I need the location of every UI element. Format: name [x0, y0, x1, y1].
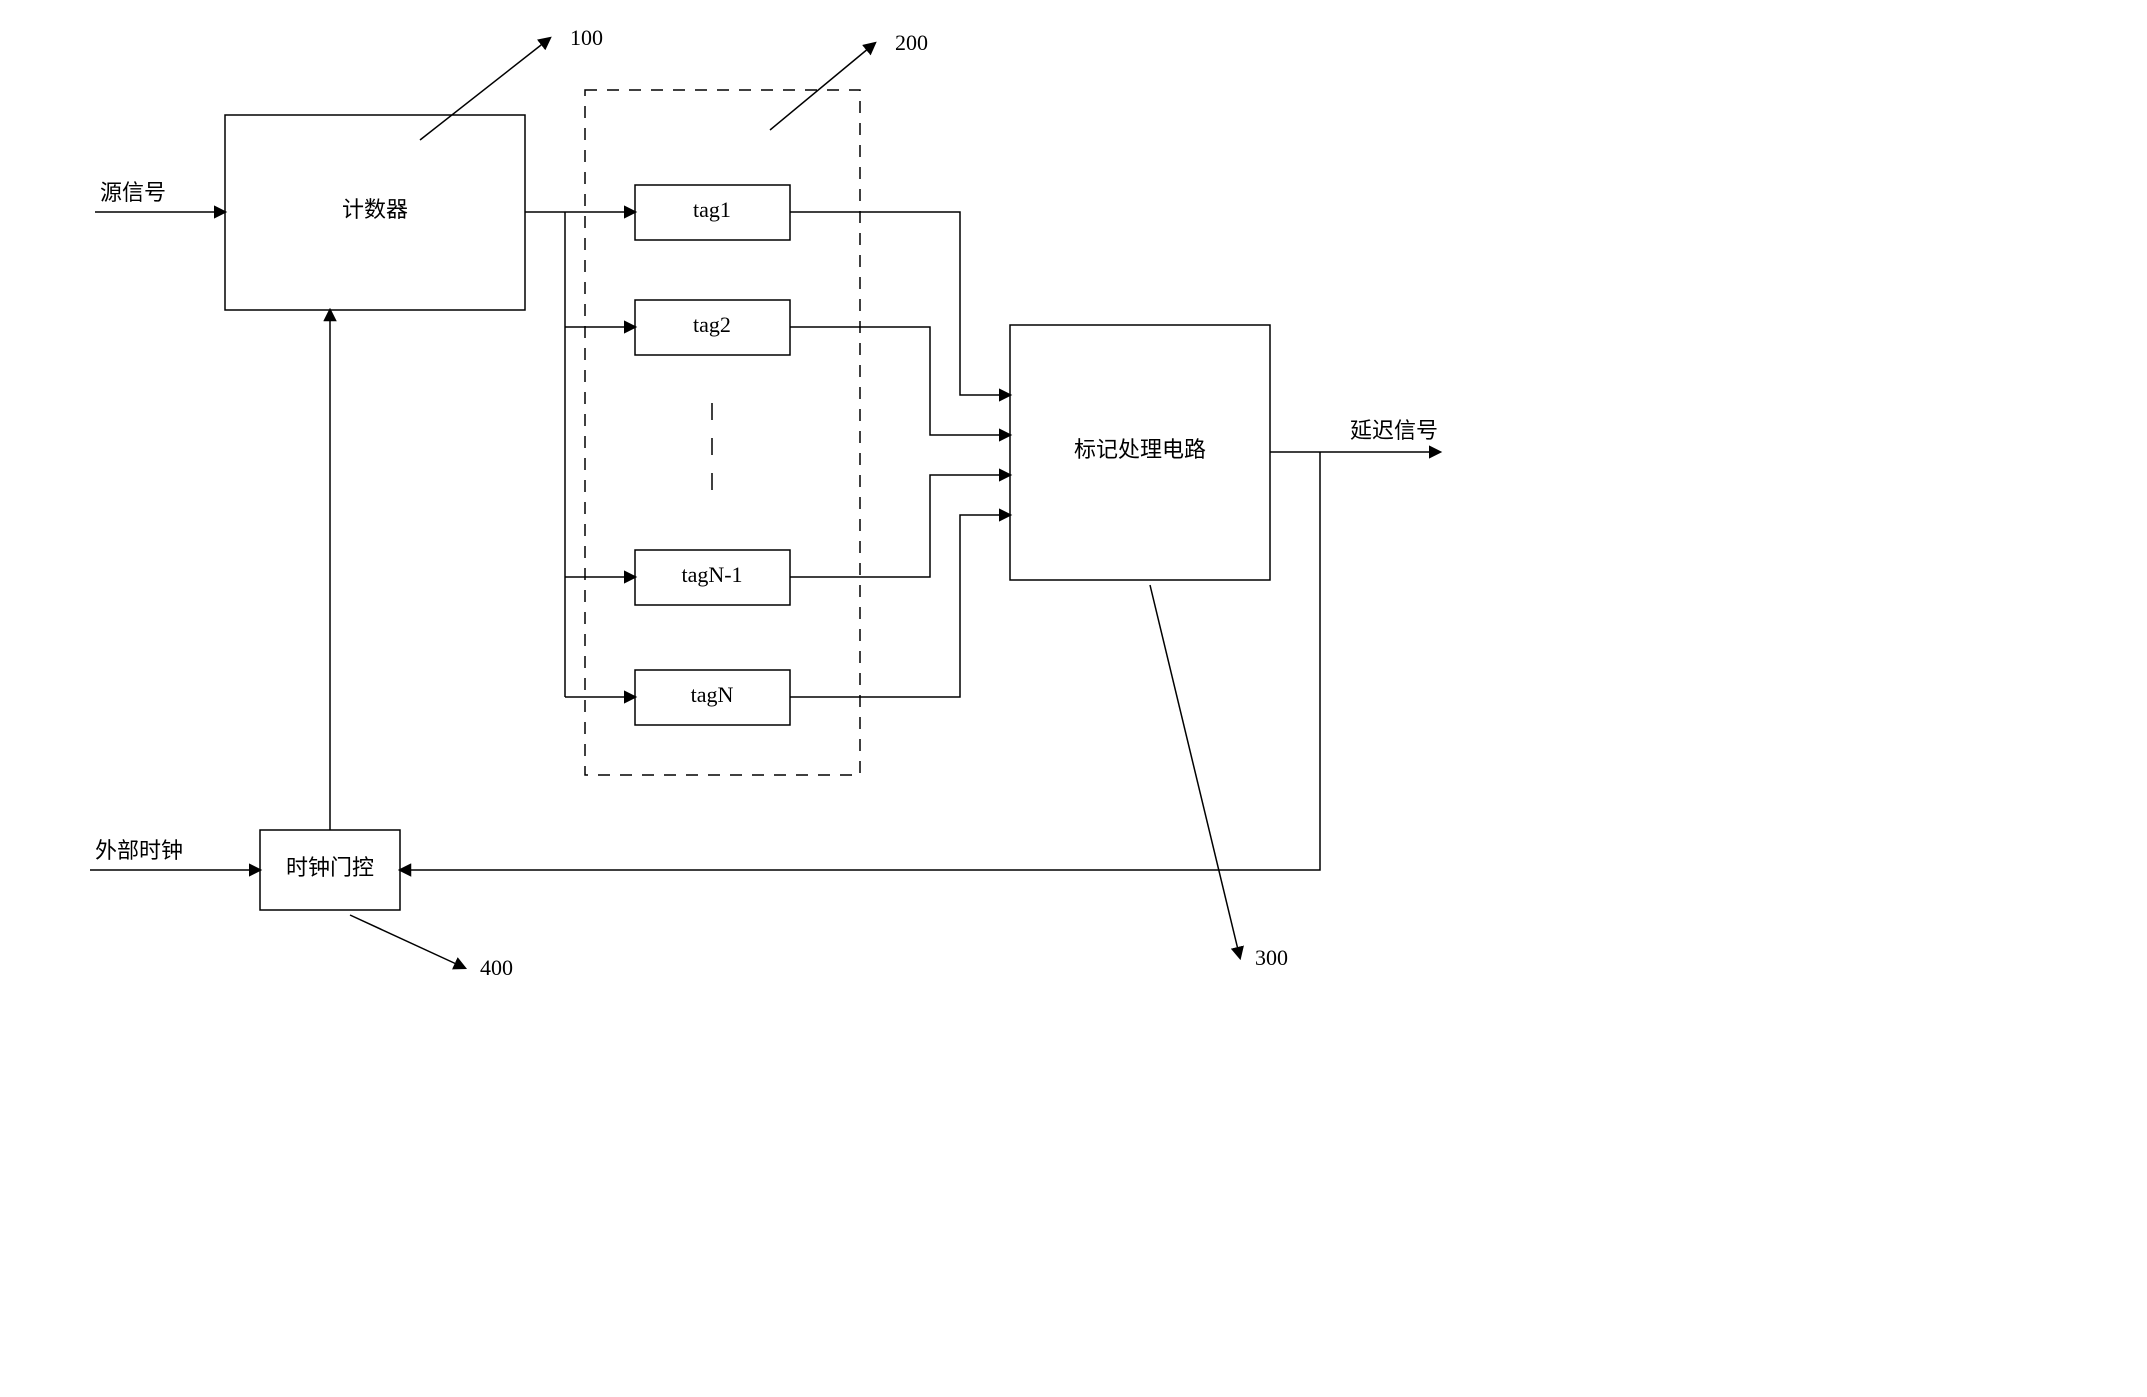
ref-arrow-100	[420, 38, 550, 140]
counter-label: 计数器	[342, 197, 408, 222]
delay-signal-label: 延迟信号	[1350, 418, 1438, 443]
clockgate-label: 时钟门控	[286, 855, 374, 880]
tagN-label: tagN	[691, 682, 734, 707]
wire-tagNm1-to-proc	[790, 475, 1010, 577]
ref-label-200: 200	[895, 30, 928, 55]
tagNm1-label: tagN-1	[681, 562, 742, 587]
processor-label: 标记处理电路	[1074, 437, 1206, 462]
wire-tag2-to-proc	[790, 327, 1010, 435]
wire-tagN-to-proc	[790, 515, 1010, 697]
ref-label-100: 100	[570, 25, 603, 50]
external-clock-label: 外部时钟	[95, 838, 183, 863]
tag-group-frame	[585, 90, 860, 775]
ref-arrow-400	[350, 915, 465, 968]
ref-arrow-200	[770, 43, 875, 130]
source-signal-label: 源信号	[100, 180, 166, 205]
wire-tag1-to-proc	[790, 212, 1010, 395]
diagram-canvas: 计数器 tag1 tag2 tagN-1 tagN 标记处理电路 时钟门控 源信…	[0, 0, 1550, 1010]
ref-label-400: 400	[480, 955, 513, 980]
tag1-label: tag1	[693, 197, 731, 222]
ref-arrow-300	[1150, 585, 1240, 958]
tag2-label: tag2	[693, 312, 731, 337]
ref-label-300: 300	[1255, 945, 1288, 970]
